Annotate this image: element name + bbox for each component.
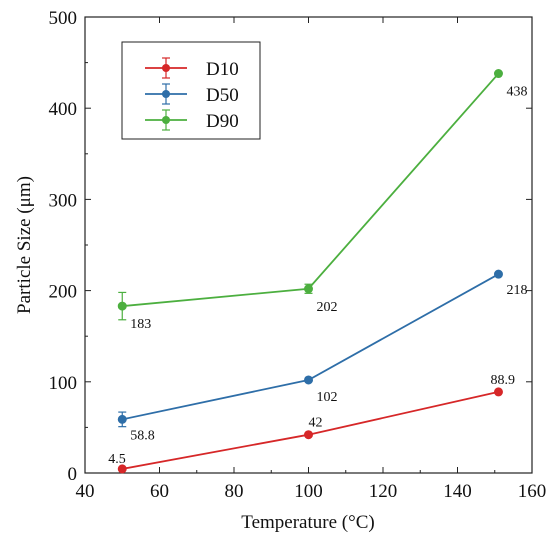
y-tick-label: 200: [49, 282, 78, 303]
x-tick-label: 140: [443, 481, 472, 502]
y-tick-label: 500: [49, 8, 78, 29]
data-label: 58.8: [130, 428, 155, 443]
x-tick-label: 120: [369, 481, 398, 502]
data-label: 42: [309, 416, 323, 431]
y-tick-label: 400: [49, 99, 78, 120]
data-point: [117, 301, 127, 311]
series-d10: 4.5 42 88.9: [108, 373, 515, 474]
y-axis-title: Particle Size (μm): [14, 176, 35, 314]
data-label: 4.5: [108, 452, 126, 467]
y-axis-ticks: 0 100 200 300 400 500: [49, 8, 532, 485]
data-label: 202: [317, 300, 338, 315]
x-tick-label: 160: [518, 481, 547, 502]
data-label: 102: [317, 390, 338, 405]
data-point: [117, 464, 127, 474]
data-point: [493, 269, 503, 279]
data-label: 88.9: [490, 373, 514, 388]
x-tick-label: 40: [76, 481, 95, 502]
series-d50: 58.8 102 218: [117, 269, 527, 443]
x-tick-label: 60: [150, 481, 169, 502]
legend: D10 D50 D90: [121, 41, 261, 140]
legend-label: D90: [206, 111, 239, 132]
data-point: [304, 375, 313, 385]
legend-entry-d90: D90: [145, 109, 239, 132]
x-tick-label: 100: [294, 481, 323, 502]
data-point: [117, 414, 127, 424]
x-axis-ticks: 40 60 80 100 120 140 160: [76, 17, 547, 502]
data-label: 438: [506, 85, 527, 100]
y-tick-label: 300: [49, 190, 78, 211]
legend-box: [121, 41, 261, 140]
x-tick-label: 80: [225, 481, 244, 502]
series-layer: 4.5 42 88.9 58.8 102 218 183 202 438: [108, 69, 527, 474]
legend-entry-d50: D50: [145, 83, 239, 106]
data-point: [493, 69, 503, 79]
legend-marker: [162, 90, 170, 98]
data-point: [304, 284, 313, 294]
legend-label: D10: [206, 59, 239, 80]
series-line: [122, 273, 499, 421]
legend-marker: [162, 64, 170, 72]
x-axis-title: Temperature (°C): [241, 512, 374, 533]
data-point: [493, 387, 503, 397]
data-point: [304, 430, 313, 440]
legend-entry-d10: D10: [145, 57, 239, 80]
data-label: 218: [506, 283, 527, 298]
series-d90: 183 202 438: [117, 69, 527, 332]
legend-label: D50: [206, 85, 239, 106]
data-label: 183: [130, 317, 151, 332]
y-tick-label: 0: [68, 464, 78, 485]
y-tick-label: 100: [49, 373, 78, 394]
legend-marker: [162, 116, 170, 124]
